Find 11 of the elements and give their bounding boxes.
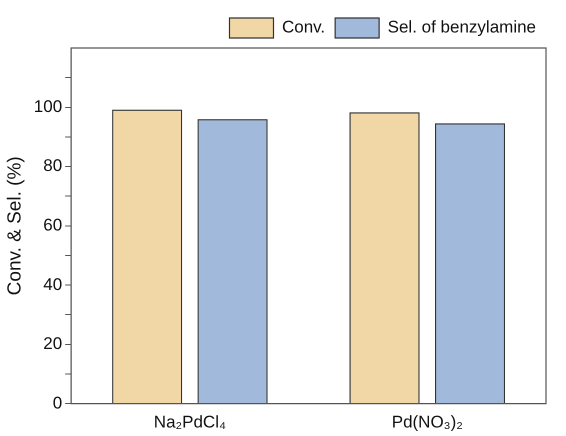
legend-label: Sel. of benzylamine: [388, 18, 536, 37]
x-tick-label: Na₂PdCl₄: [154, 412, 226, 432]
y-axis-title: Conv. & Sel. (%): [4, 156, 26, 296]
y-tick-label: 0: [52, 393, 62, 412]
y-tick-label: 60: [43, 215, 62, 234]
legend-label: Conv.: [282, 18, 326, 37]
y-tick-label: 100: [34, 96, 62, 116]
y-tick-label: 20: [43, 334, 62, 354]
x-tick-label: Pd(NO₃)₂: [392, 412, 463, 432]
y-tick-label: 40: [43, 274, 62, 294]
y-tick-label: 80: [43, 156, 62, 176]
